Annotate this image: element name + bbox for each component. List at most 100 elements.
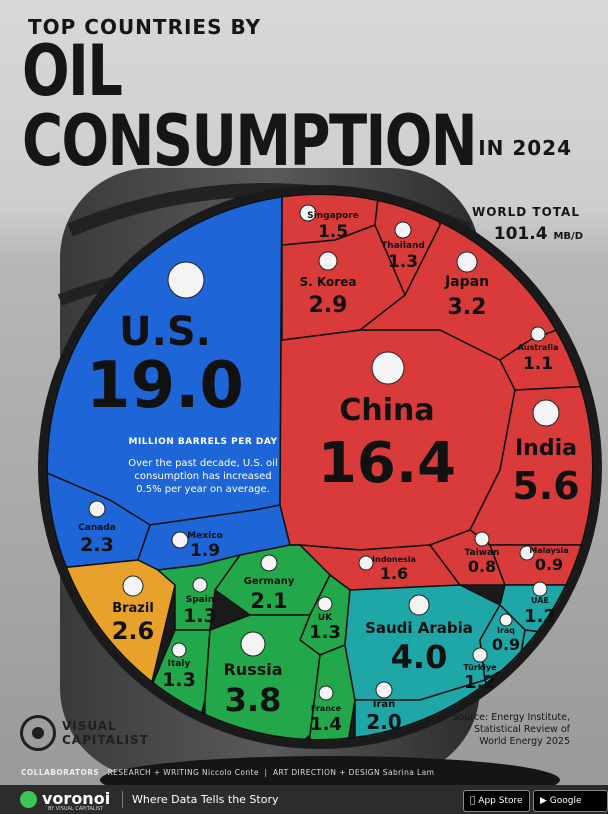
value-japan: 3.2 bbox=[448, 295, 487, 320]
name-mexico: Mexico bbox=[187, 531, 222, 541]
app-store-button[interactable]:  App Store bbox=[463, 790, 530, 812]
play-icon: ▶ bbox=[540, 796, 547, 806]
voronoi-brand-sub: BY VISUAL CAPITALIST bbox=[48, 806, 104, 812]
value-singapore: 1.5 bbox=[318, 222, 348, 242]
flag-germany-icon bbox=[260, 554, 278, 572]
flag-t-rkiye-icon bbox=[472, 647, 488, 663]
flag-china-icon bbox=[371, 351, 405, 385]
us-note-line-3: 0.5% per year on average. bbox=[136, 484, 270, 495]
flag-s-korea-icon bbox=[318, 251, 338, 271]
value-russia: 3.8 bbox=[225, 681, 282, 719]
name-brazil: Brazil bbox=[112, 601, 154, 616]
art-label: ART DIRECTION + DESIGN bbox=[272, 768, 380, 777]
value-france: 1.4 bbox=[310, 714, 342, 735]
value-italy: 1.3 bbox=[162, 669, 196, 691]
value-s-korea: 2.9 bbox=[309, 293, 348, 318]
flag-india-icon bbox=[532, 399, 560, 427]
footer-divider bbox=[122, 791, 123, 808]
flag-taiwan-icon bbox=[474, 531, 490, 547]
world-total-label: WORLD TOTAL bbox=[471, 205, 580, 219]
flag-brazil-icon bbox=[122, 575, 144, 597]
flag-canada-icon bbox=[88, 500, 106, 518]
name-canada: Canada bbox=[78, 523, 116, 533]
name-japan: Japan bbox=[444, 274, 489, 290]
us-note: MILLION BARRELS PER DAY Over the past de… bbox=[118, 437, 288, 496]
brand-line-2: CAPITALIST bbox=[62, 733, 149, 747]
google-play-label: Google Play bbox=[549, 796, 582, 806]
value-canada: 2.3 bbox=[80, 534, 114, 556]
value-iraq: 0.9 bbox=[492, 635, 520, 654]
brand-line-1: VISUAL bbox=[62, 719, 117, 733]
supertitle: TOP COUNTRIES BY bbox=[28, 15, 262, 39]
value-malaysia: 0.9 bbox=[535, 555, 563, 574]
world-total-unit: MB/D bbox=[553, 231, 583, 242]
name-thailand: Thailand bbox=[381, 241, 425, 251]
name-malaysia: Malaysia bbox=[529, 546, 568, 555]
flag-u-s-icon bbox=[167, 261, 205, 299]
value-uae: 1.2 bbox=[524, 606, 556, 627]
name-s-korea: S. Korea bbox=[300, 275, 357, 289]
flag-indonesia-icon bbox=[358, 555, 374, 571]
flag-mexico-icon bbox=[171, 531, 189, 549]
value-indonesia: 1.6 bbox=[380, 564, 408, 583]
flag-uae-icon bbox=[532, 581, 548, 597]
name-t-rkiye: Türkiye bbox=[463, 663, 497, 672]
flag-thailand-icon bbox=[394, 221, 412, 239]
flag-iran-icon bbox=[375, 681, 393, 699]
name-spain: Spain bbox=[186, 595, 215, 605]
flag-saudi-arabia-icon bbox=[408, 594, 430, 616]
logo-mark-icon bbox=[32, 727, 44, 739]
label-australia: Australia 1.1 bbox=[518, 326, 558, 374]
value-thailand: 1.3 bbox=[388, 252, 418, 272]
flag-uk-icon bbox=[317, 596, 333, 612]
collaborators: COLLABORATORS RESEARCH + WRITING Niccolo… bbox=[21, 768, 435, 777]
value-uk: 1.3 bbox=[309, 622, 341, 643]
us-unit-label: MILLION BARRELS PER DAY bbox=[128, 437, 278, 447]
voronoi-brand[interactable]: voronoi bbox=[42, 789, 111, 808]
value-t-rkiye: 1.2 bbox=[464, 672, 496, 693]
world-total: 101.4 MB/D bbox=[494, 224, 583, 244]
flag-malaysia-icon bbox=[519, 545, 535, 561]
flag-spain-icon bbox=[192, 577, 208, 593]
label-germany: Germany 2.1 bbox=[244, 554, 295, 613]
footer-bar: voronoi BY VISUAL CAPITALIST Where Data … bbox=[0, 785, 608, 814]
tagline: Where Data Tells the Story bbox=[132, 793, 279, 806]
value-china: 16.4 bbox=[318, 431, 456, 496]
name-china: China bbox=[339, 393, 434, 428]
flag-australia-icon bbox=[530, 326, 546, 342]
value-mexico: 1.9 bbox=[190, 541, 220, 561]
name-singapore: Singapore bbox=[307, 211, 359, 221]
collaborators-label: COLLABORATORS bbox=[21, 768, 100, 777]
flag-singapore-icon bbox=[299, 204, 317, 222]
flag-iraq-icon bbox=[499, 613, 513, 627]
name-iran: Iran bbox=[373, 699, 396, 710]
us-note-line-1: Over the past decade, U.S. oil bbox=[128, 458, 278, 469]
label-u-s: U.S.19.0 bbox=[86, 261, 244, 423]
value-india: 5.6 bbox=[512, 464, 579, 508]
name-indonesia: Indonesia bbox=[372, 555, 416, 564]
source-line-3: World Energy 2025 bbox=[479, 736, 570, 747]
flag-italy-icon bbox=[171, 642, 187, 658]
label-s-korea: S. Korea 2.9 bbox=[300, 251, 357, 318]
research-name: Niccolo Conte bbox=[201, 768, 259, 777]
label-india: India 5.6 bbox=[512, 399, 580, 508]
value-spain: 1.3 bbox=[183, 605, 217, 627]
name-italy: Italy bbox=[168, 659, 191, 669]
art-name: Sabrina Lam bbox=[382, 768, 435, 777]
value-u-s: 19.0 bbox=[86, 349, 244, 423]
flag-russia-icon bbox=[240, 631, 266, 657]
voronoi-logo-icon bbox=[20, 791, 37, 808]
google-play-button[interactable]: ▶ Google Play bbox=[533, 790, 608, 812]
research-label: RESEARCH + WRITING bbox=[107, 768, 200, 777]
brand-name: VISUAL CAPITALIST bbox=[62, 719, 149, 747]
